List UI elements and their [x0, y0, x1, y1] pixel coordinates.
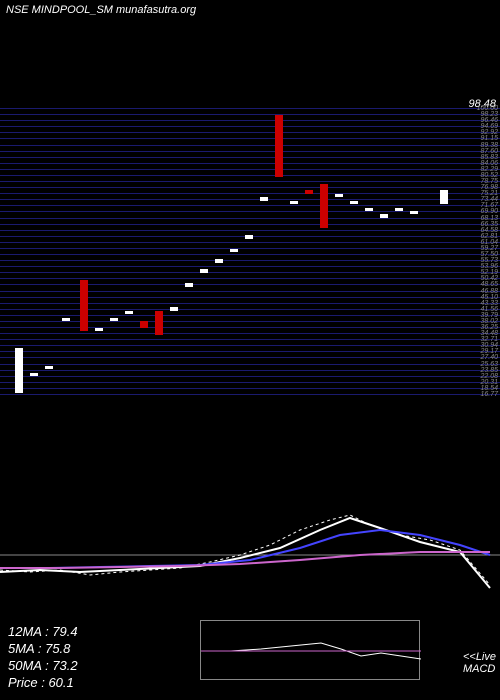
candle — [335, 194, 343, 197]
candle — [410, 211, 418, 214]
price-chart — [0, 108, 500, 400]
candle — [380, 214, 388, 217]
chart-header: NSE MINDPOOL_SM munafasutra.org — [6, 4, 196, 16]
candle — [350, 201, 358, 204]
macd-box — [200, 620, 420, 680]
y-axis-labels: 100.0098.2396.4694.6992.9291.1589.3887.6… — [458, 108, 498, 400]
candle — [365, 208, 373, 211]
candle — [155, 311, 163, 335]
ticker-title: NSE MINDPOOL_SM munafasutra.org — [6, 4, 196, 16]
ma5-stat: 5MA : 75.8 — [8, 641, 78, 658]
candle — [305, 190, 313, 193]
price-stat: Price : 60.1 — [8, 675, 78, 692]
candle — [215, 259, 223, 262]
ma-chart — [0, 500, 500, 640]
candle — [320, 184, 328, 229]
candle — [245, 235, 253, 238]
candle — [62, 318, 70, 321]
candle — [290, 201, 298, 204]
candle — [80, 280, 88, 332]
ma50-stat: 50MA : 73.2 — [8, 658, 78, 675]
candle — [95, 328, 103, 331]
candle — [140, 321, 148, 328]
ma12-stat: 12MA : 79.4 — [8, 624, 78, 641]
candle — [260, 197, 268, 200]
candle — [45, 366, 53, 369]
candle — [440, 190, 448, 204]
ma-lines-svg — [0, 500, 500, 640]
candle — [110, 318, 118, 321]
chart-gridlines — [0, 108, 500, 400]
candle — [200, 269, 208, 272]
macd-label: <<Live MACD — [463, 651, 496, 675]
candle — [230, 249, 238, 252]
candle — [185, 283, 193, 286]
candle — [30, 373, 38, 376]
stats-box: 12MA : 79.4 5MA : 75.8 50MA : 73.2 Price… — [8, 624, 78, 692]
candle — [125, 311, 133, 314]
macd-svg — [201, 621, 421, 681]
candle — [15, 348, 23, 393]
candle — [395, 208, 403, 211]
candle — [275, 115, 283, 177]
candle — [170, 307, 178, 310]
